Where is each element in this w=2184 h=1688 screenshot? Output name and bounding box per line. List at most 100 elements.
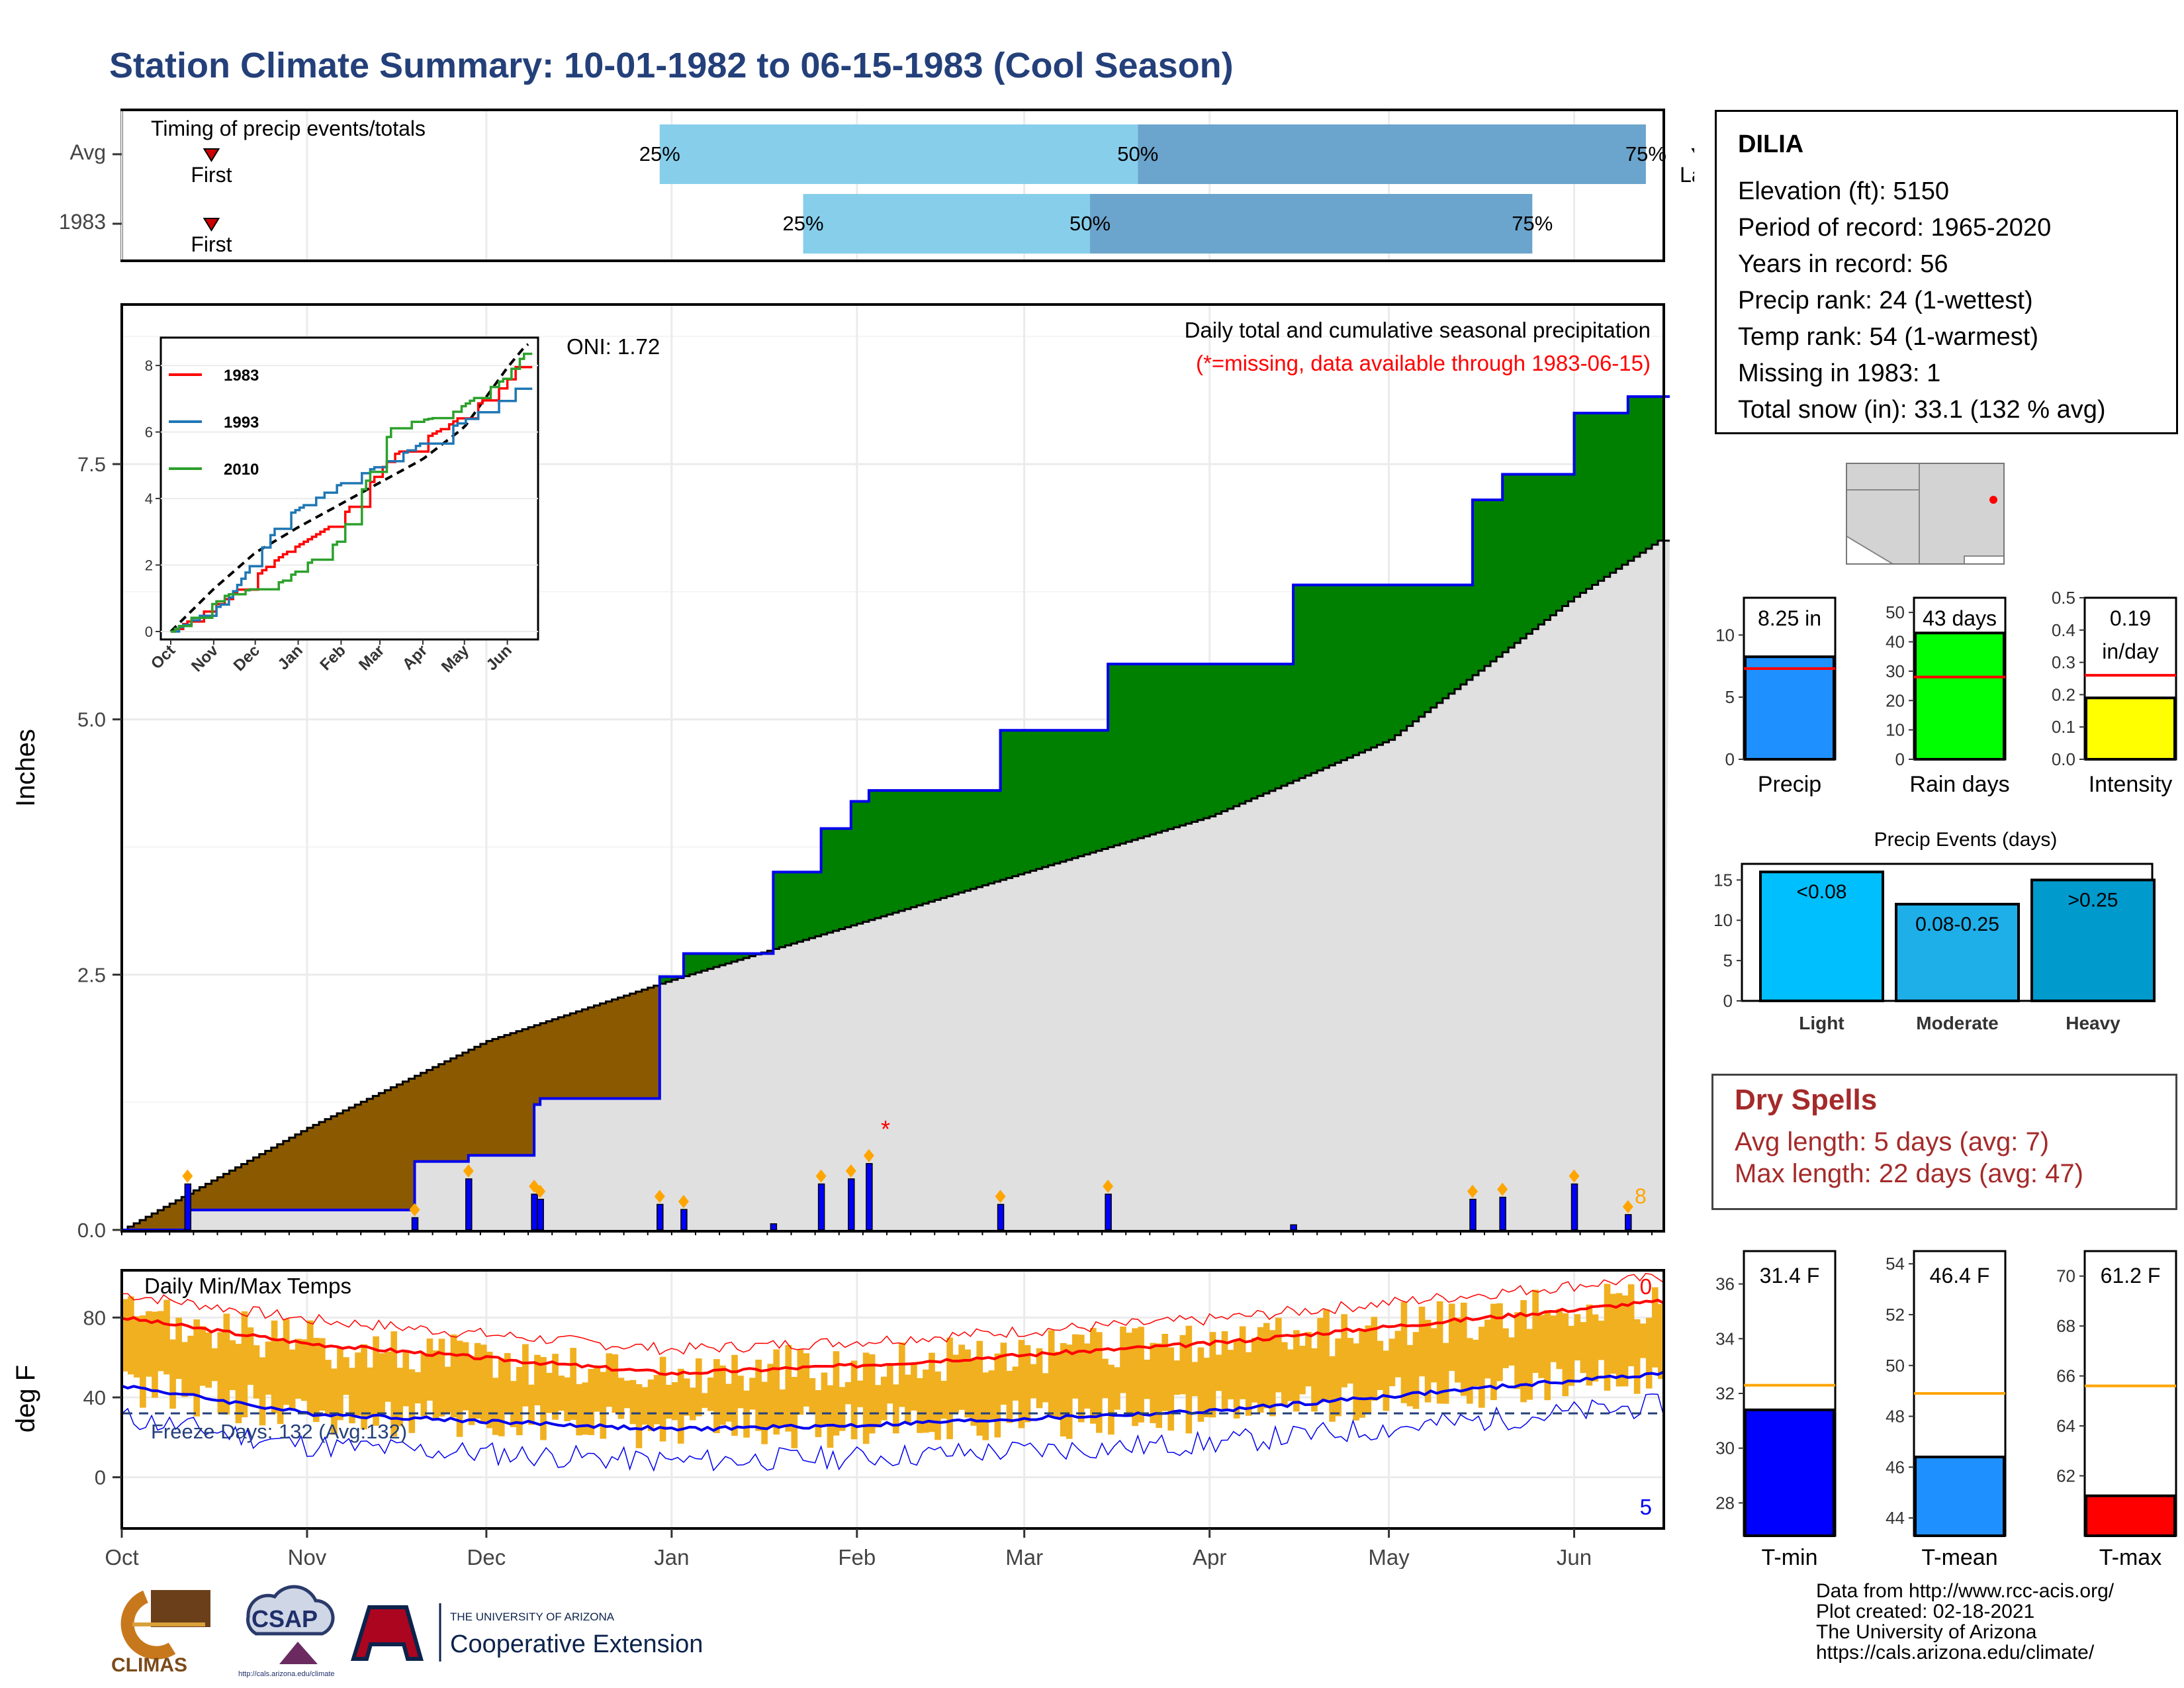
above-average-area xyxy=(1473,500,1479,676)
below-average-area xyxy=(259,1154,266,1210)
first-label: First xyxy=(191,163,232,187)
daily-temp-range-bar xyxy=(1251,1338,1258,1403)
above-average-area xyxy=(1520,474,1527,639)
daily-temp-range-bar xyxy=(1323,1309,1330,1401)
footer-created: Plot created: 02-18-2021 xyxy=(1816,1601,2035,1622)
daily-temp-range-bar xyxy=(1090,1328,1097,1424)
station-map xyxy=(1846,463,2005,565)
daily-temp-range-bar xyxy=(331,1368,338,1435)
below-average-area xyxy=(570,1013,576,1099)
below-average-area xyxy=(134,1223,140,1230)
daily-temp-range-bar xyxy=(444,1366,451,1413)
daily-temp-range-bar xyxy=(1436,1301,1443,1404)
daily-temp-range-bar xyxy=(522,1344,529,1407)
daily-temp-range-bar xyxy=(994,1353,1001,1438)
above-average-area xyxy=(1347,585,1353,758)
below-average-area xyxy=(653,986,660,1099)
daily-temp-range-bar xyxy=(1299,1346,1306,1395)
above-average-area xyxy=(1305,585,1312,776)
daily-temp-range-bar xyxy=(1185,1325,1193,1434)
below-average-area xyxy=(199,1187,206,1210)
events-category: Moderate xyxy=(1916,1013,1998,1033)
temp-summary-tick-label: 30 xyxy=(1715,1438,1735,1458)
daily-temp-range-bar xyxy=(1627,1284,1635,1366)
above-average-area xyxy=(1460,585,1467,684)
below-average-area xyxy=(193,1190,201,1210)
daily-temp-range-bar xyxy=(295,1338,302,1399)
daily-temp-range-bar xyxy=(815,1390,822,1437)
above-average-area xyxy=(1341,585,1347,761)
daily-temp-range-bar xyxy=(713,1359,720,1433)
cold-count: 5 xyxy=(1640,1495,1652,1519)
temp-summary-label: T-mean xyxy=(1921,1545,1997,1569)
timing-q25-q50 xyxy=(803,194,1091,254)
above-average-area xyxy=(905,790,911,910)
daily-temp-range-bar xyxy=(1126,1333,1132,1417)
daily-temp-range-bar xyxy=(988,1370,995,1420)
temp-summary-label: T-min xyxy=(1762,1545,1818,1569)
stat-temp-rank: Temp rank: 54 (1-warmest) xyxy=(1738,323,2039,351)
dry-max-length: Max length: 22 days (avg: 47) xyxy=(1735,1159,2083,1188)
daily-temp-range-bar xyxy=(1173,1360,1181,1395)
map-state-shapes xyxy=(1846,463,2005,565)
dry-spells-title: Dry Spells xyxy=(1735,1084,1878,1116)
daily-temp-range-bar xyxy=(976,1340,983,1436)
above-average-area xyxy=(1239,664,1246,804)
above-average-area xyxy=(874,790,882,918)
below-average-area xyxy=(331,1116,338,1210)
above-average-area xyxy=(1257,664,1264,796)
daily-temp-range-bar xyxy=(534,1354,541,1405)
below-average-area xyxy=(217,1177,224,1210)
above-average-area xyxy=(1532,474,1539,630)
daily-temp-range-bar xyxy=(923,1369,929,1433)
daily-temp-range-bar xyxy=(1490,1303,1497,1401)
temp-summary-tick-label: 48 xyxy=(1886,1407,1905,1427)
daily-temp-range-bar xyxy=(1227,1350,1234,1399)
daily-temp-range-bar xyxy=(492,1378,499,1435)
below-average-area xyxy=(641,990,649,1099)
below-average-area xyxy=(498,1037,505,1156)
above-average-area xyxy=(743,953,750,959)
below-average-area xyxy=(414,1076,422,1162)
above-average-area xyxy=(1383,585,1390,743)
above-average-area xyxy=(1592,412,1599,585)
above-average-area xyxy=(1353,585,1360,755)
summary-tick-label: 0 xyxy=(1895,749,1905,769)
daily-temp-range-bar xyxy=(1071,1334,1079,1399)
above-average-area xyxy=(713,953,720,967)
events-tick-label: 15 xyxy=(1713,870,1733,890)
summary-tick-label: 20 xyxy=(1886,690,1905,710)
above-average-area xyxy=(671,976,678,980)
below-average-area xyxy=(450,1058,457,1162)
daily-temp-range-bar xyxy=(641,1387,649,1425)
above-average-area xyxy=(839,828,846,929)
temp-xtick-label: Jun xyxy=(1557,1545,1592,1569)
timing-q75-label: 75% xyxy=(1625,142,1666,165)
above-average-area xyxy=(923,790,929,904)
temp-summary-bar xyxy=(2085,1494,2176,1538)
daily-temp-range-bar xyxy=(1132,1328,1138,1427)
above-average-area xyxy=(893,790,899,913)
temp-summary-tick-label: 34 xyxy=(1715,1329,1735,1348)
below-average-area xyxy=(612,999,619,1099)
daily-temp-range-bar xyxy=(1245,1352,1252,1416)
daily-temp-range-bar xyxy=(1077,1335,1085,1423)
daily-temp-range-bar xyxy=(1311,1348,1318,1412)
timing-q50-q75 xyxy=(1090,194,1533,254)
above-average-area xyxy=(1621,412,1629,565)
footer-source: Data from http://www.rcc-acis.org/ xyxy=(1816,1580,2115,1602)
daily-precip-bar xyxy=(1625,1214,1632,1231)
temp-summary-tick-label: 62 xyxy=(2056,1466,2075,1485)
temp-xtick-label: Nov xyxy=(288,1545,327,1569)
daily-temp-range-bar xyxy=(1161,1333,1169,1411)
above-average-area xyxy=(1365,585,1372,751)
daily-temp-range-bar xyxy=(343,1357,349,1395)
summary-tick-label: 50 xyxy=(1886,602,1905,622)
above-average-area xyxy=(862,801,870,922)
daily-temp-range-bar xyxy=(277,1340,284,1425)
above-average-area xyxy=(1400,585,1408,731)
below-average-area xyxy=(576,1011,582,1099)
daily-temp-range-bar xyxy=(152,1311,158,1398)
daily-temp-range-bar xyxy=(1209,1332,1216,1418)
daily-precip-bar xyxy=(184,1183,192,1231)
